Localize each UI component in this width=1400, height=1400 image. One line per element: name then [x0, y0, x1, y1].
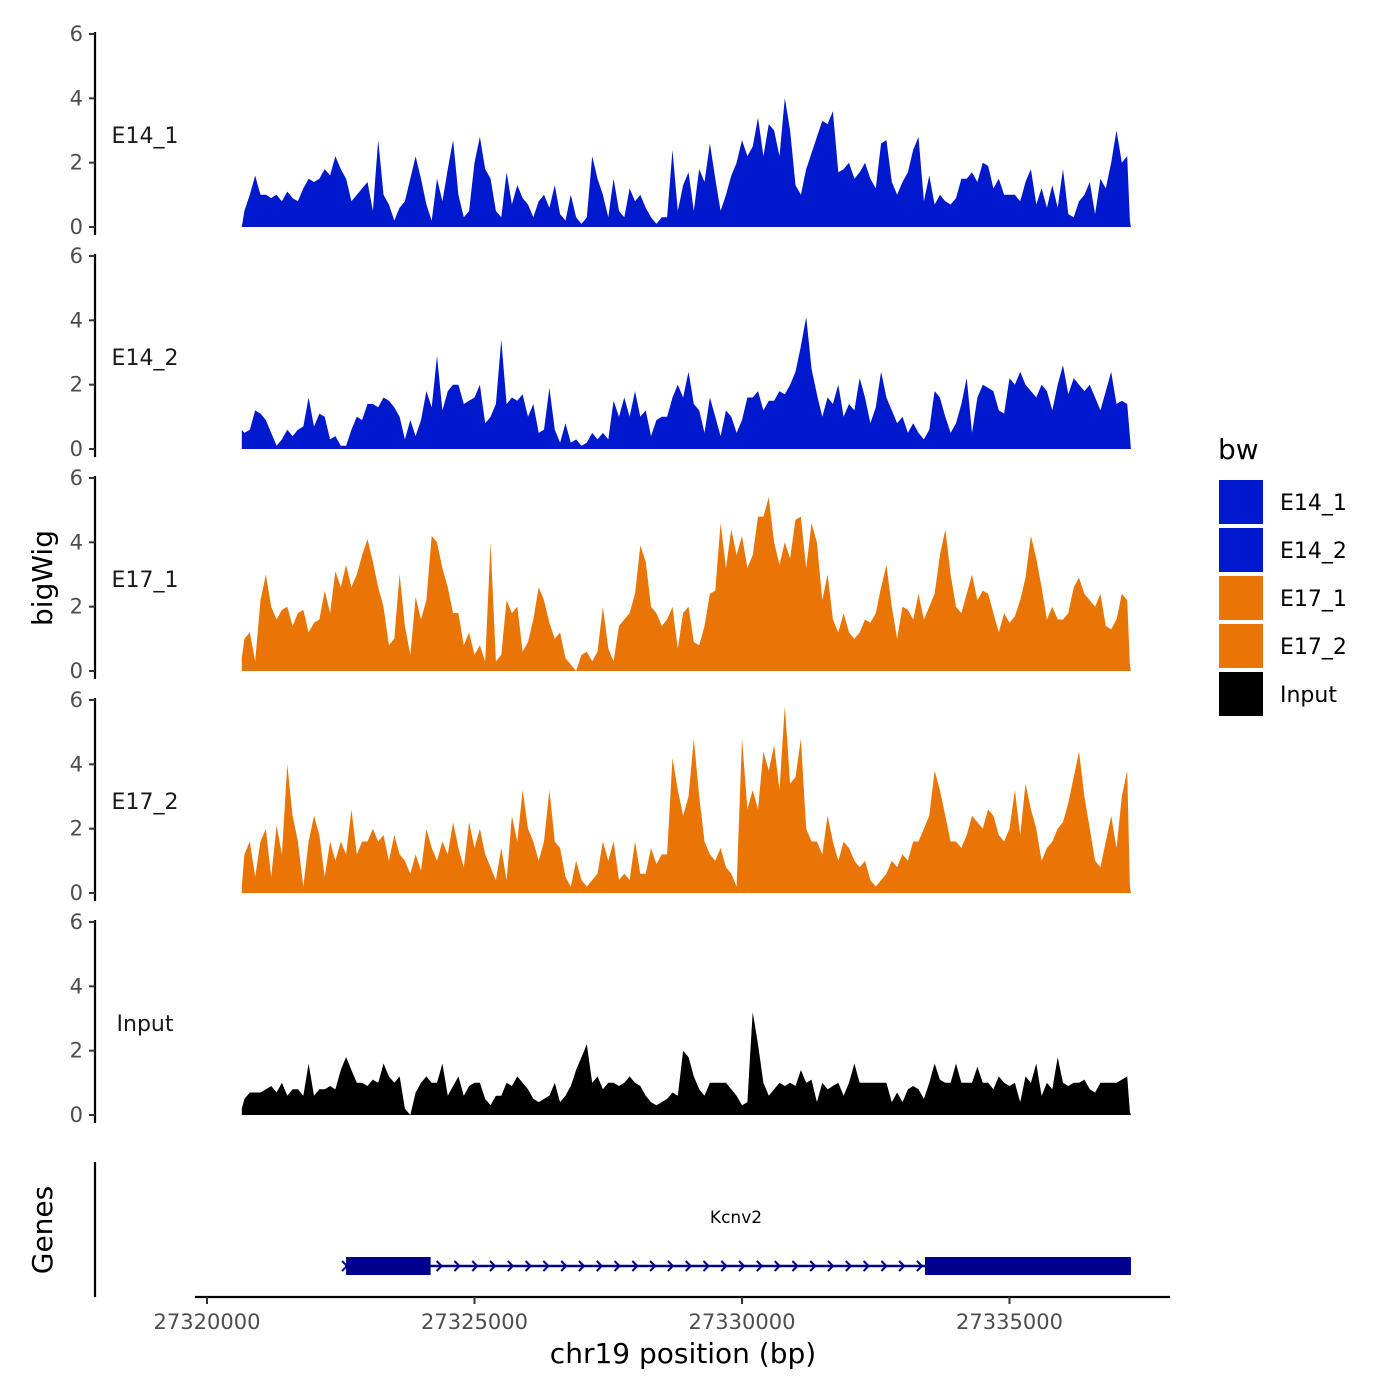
bigwig-tracks: 0 2 4 6 E14_1 0 2 4 6 E14_2 0 2 4 6 E17_1 0 2 4 6 E17_2 0 2 4 6… [70, 22, 1131, 1127]
y-tick-label: 2 [70, 151, 83, 175]
strand-arrow [738, 1260, 746, 1272]
gene-Kcnv2: Kcnv2 [341, 1208, 1131, 1275]
strand-arrow [898, 1260, 906, 1272]
y-tick-label: 6 [70, 466, 83, 490]
legend: bw E14_1 E14_2 E17_1 E17_2 Input [1218, 433, 1347, 716]
y-tick-label: 0 [70, 881, 83, 905]
coverage-area-E14_2 [241, 317, 1131, 449]
y-tick-label: 0 [70, 1103, 83, 1127]
coverage-area-Input [241, 1012, 1131, 1115]
strand-arrow [862, 1260, 871, 1272]
coverage-area-E17_1 [241, 497, 1131, 671]
legend-swatch-E17_1 [1219, 576, 1263, 620]
track-E14_1: 0 2 4 6 E14_1 [70, 22, 1131, 239]
y-tick-label: 0 [70, 215, 83, 239]
y-tick-label: 6 [70, 910, 83, 934]
y-tick-label: 2 [70, 595, 83, 619]
strand-arrow [453, 1260, 461, 1272]
y-tick-label: 4 [70, 752, 83, 776]
strand-arrow [880, 1260, 888, 1272]
y-tick-label: 2 [70, 1039, 83, 1063]
track-E17_2: 0 2 4 6 E17_2 [70, 688, 1131, 905]
y-tick-label: 0 [70, 437, 83, 461]
legend-swatch-E14_1 [1219, 480, 1263, 524]
x-axis: 27320000 27325000 27330000 27335000 [154, 1295, 1170, 1334]
track-label: E14_1 [112, 124, 179, 149]
strand-arrow [542, 1260, 550, 1272]
legend-label-E17_2: E17_2 [1280, 635, 1347, 660]
gene-label: Kcnv2 [710, 1208, 762, 1228]
track-label: Input [117, 1012, 174, 1037]
y-tick-label: 4 [70, 530, 83, 554]
track-E17_1: 0 2 4 6 E17_1 [70, 466, 1131, 683]
genes-axis-title: Genes [26, 1186, 59, 1274]
strand-arrow [649, 1260, 657, 1272]
y-tick-label: 0 [70, 659, 83, 683]
track-label: E17_2 [112, 790, 179, 815]
y-tick-label: 6 [70, 688, 83, 712]
strand-arrow [791, 1260, 799, 1272]
track-label: E17_1 [112, 568, 179, 593]
strand-arrow [471, 1260, 479, 1272]
legend-swatch-E14_2 [1219, 528, 1263, 572]
strand-arrow [489, 1260, 497, 1272]
strand-arrow [702, 1260, 710, 1272]
gene-track: Kcnv2 [93, 1162, 1131, 1297]
strand-arrow [684, 1260, 693, 1272]
strand-arrow [809, 1260, 817, 1272]
y-axis-title: bigWig [26, 530, 59, 626]
coverage-area-E17_2 [241, 706, 1131, 893]
legend-label-E14_2: E14_2 [1280, 539, 1347, 564]
gene-exon [924, 1257, 1131, 1275]
y-tick-label: 6 [70, 22, 83, 46]
strand-arrow [560, 1260, 568, 1272]
track-E14_2: 0 2 4 6 E14_2 [70, 244, 1131, 461]
legend-label-E17_1: E17_1 [1280, 587, 1347, 612]
strand-arrow [916, 1260, 924, 1272]
x-tick-label: 27325000 [421, 1310, 528, 1334]
strand-arrow [435, 1260, 444, 1272]
strand-arrow [507, 1260, 515, 1272]
legend-swatch-Input [1219, 672, 1263, 716]
x-tick-label: 27320000 [154, 1310, 261, 1334]
x-axis-title: chr19 position (bp) [550, 1337, 816, 1370]
strand-arrow [667, 1260, 675, 1272]
track-label: E14_2 [112, 346, 179, 371]
y-tick-label: 6 [70, 244, 83, 268]
track-Input: 0 2 4 6 Input [70, 910, 1131, 1127]
y-tick-label: 4 [70, 974, 83, 998]
y-tick-label: 2 [70, 373, 83, 397]
x-tick-label: 27335000 [956, 1310, 1063, 1334]
strand-arrow [756, 1260, 764, 1272]
strand-arrow [631, 1260, 639, 1272]
legend-label-Input: Input [1280, 683, 1337, 708]
y-tick-label: 4 [70, 86, 83, 110]
x-tick-label: 27330000 [689, 1310, 796, 1334]
strand-arrow [613, 1260, 621, 1272]
strand-arrow [827, 1260, 835, 1272]
strand-arrow [524, 1260, 532, 1272]
strand-arrow [845, 1260, 853, 1272]
strand-arrow [773, 1260, 782, 1272]
y-tick-label: 2 [70, 817, 83, 841]
legend-label-E14_1: E14_1 [1280, 491, 1347, 516]
legend-swatch-E17_2 [1219, 624, 1263, 668]
strand-arrow [596, 1260, 604, 1272]
gene-exon [346, 1257, 431, 1275]
y-tick-label: 4 [70, 308, 83, 332]
coverage-area-E14_1 [241, 98, 1131, 227]
legend-title: bw [1218, 433, 1259, 466]
strand-arrow [720, 1260, 728, 1272]
strand-arrow [578, 1260, 586, 1272]
